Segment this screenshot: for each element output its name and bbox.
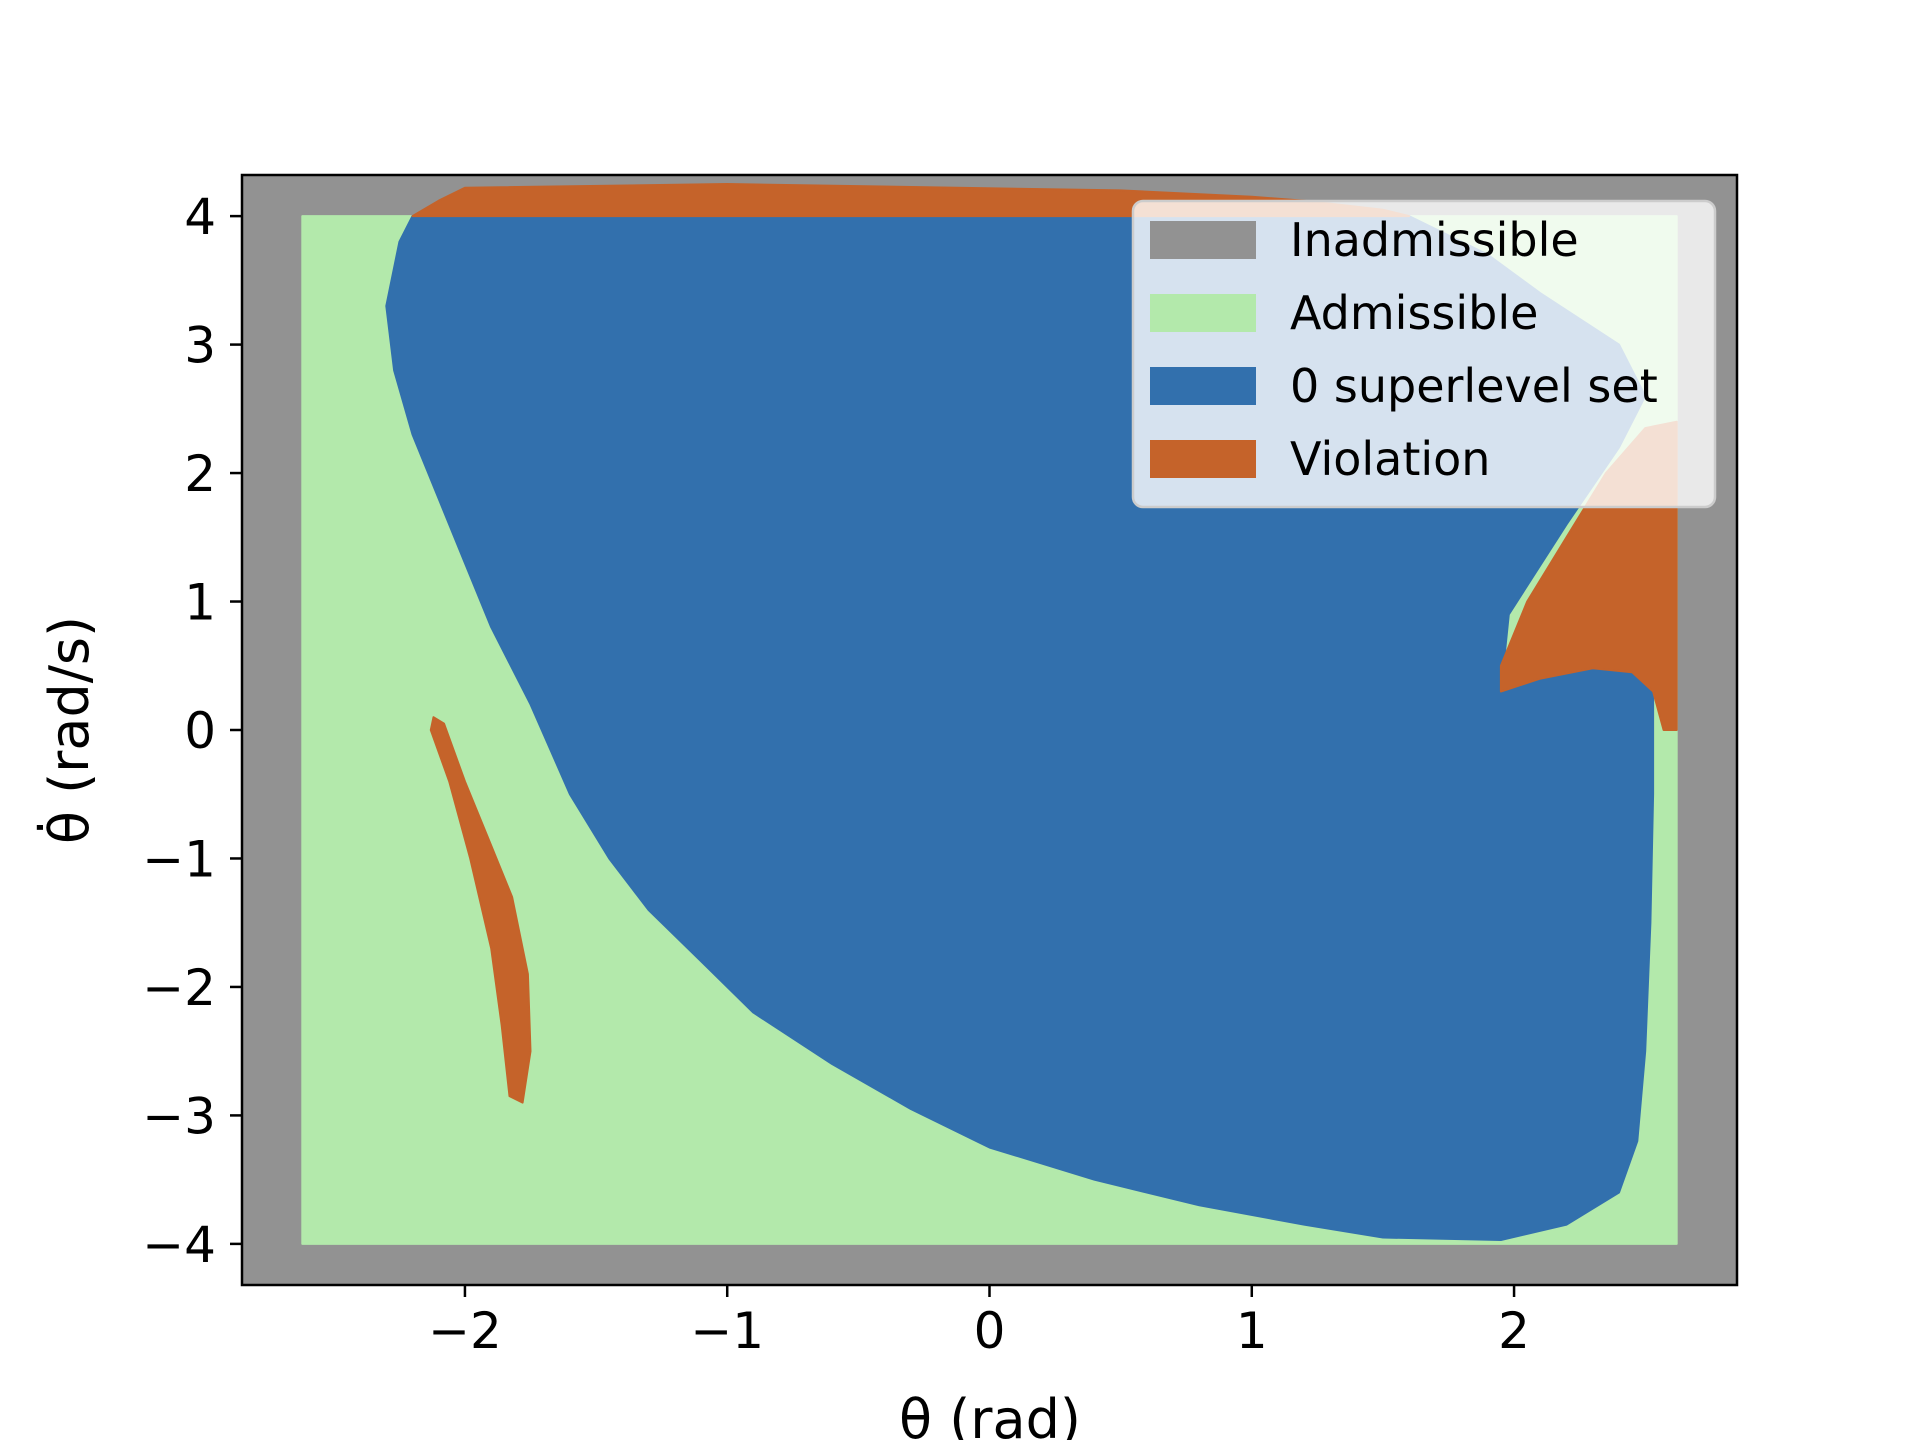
y-tick-label: −3 (142, 1087, 216, 1145)
x-tick-label: 2 (1498, 1302, 1530, 1360)
y-tick-label: 2 (184, 445, 216, 503)
x-tick-label: 1 (1236, 1302, 1268, 1360)
legend-swatch-0-superlevel-set (1150, 367, 1256, 405)
y-axis-label: θ̇ (rad/s) (36, 616, 101, 844)
legend-swatch-violation (1150, 440, 1256, 478)
x-tick-label: −1 (690, 1302, 764, 1360)
legend-label-admissible: Admissible (1290, 286, 1538, 340)
legend-label-violation: Violation (1290, 432, 1490, 486)
y-tick-label: 3 (184, 317, 216, 375)
legend: Inadmissible Admissible 0 superlevel set Vi… (1131, 199, 1717, 509)
legend-box (1131, 199, 1717, 509)
y-axis: 4 3 2 1 0 −1 −2 −3 −4 (142, 188, 242, 1274)
legend-entries: Inadmissible Admissible 0 superlevel set Vi… (1150, 213, 1658, 486)
legend-swatch-admissible (1150, 294, 1256, 332)
x-tick-label: −2 (428, 1302, 502, 1360)
legend-label-inadmissible: Inadmissible (1290, 213, 1579, 267)
legend-swatch-inadmissible (1150, 221, 1256, 259)
y-tick-label: −4 (142, 1216, 216, 1274)
y-tick-label: −1 (142, 830, 216, 888)
y-tick-label: −2 (142, 959, 216, 1017)
y-tick-label: 1 (184, 574, 216, 632)
y-tick-label: 0 (184, 702, 216, 760)
x-axis-label: θ (rad) (899, 1388, 1081, 1440)
region-violation-3 (429, 716, 532, 1104)
y-tick-label: 4 (184, 188, 216, 246)
x-axis: −2 −1 0 1 2 (428, 1285, 1530, 1360)
legend-label-0-superlevel-set: 0 superlevel set (1290, 359, 1658, 413)
x-tick-label: 0 (974, 1302, 1006, 1360)
